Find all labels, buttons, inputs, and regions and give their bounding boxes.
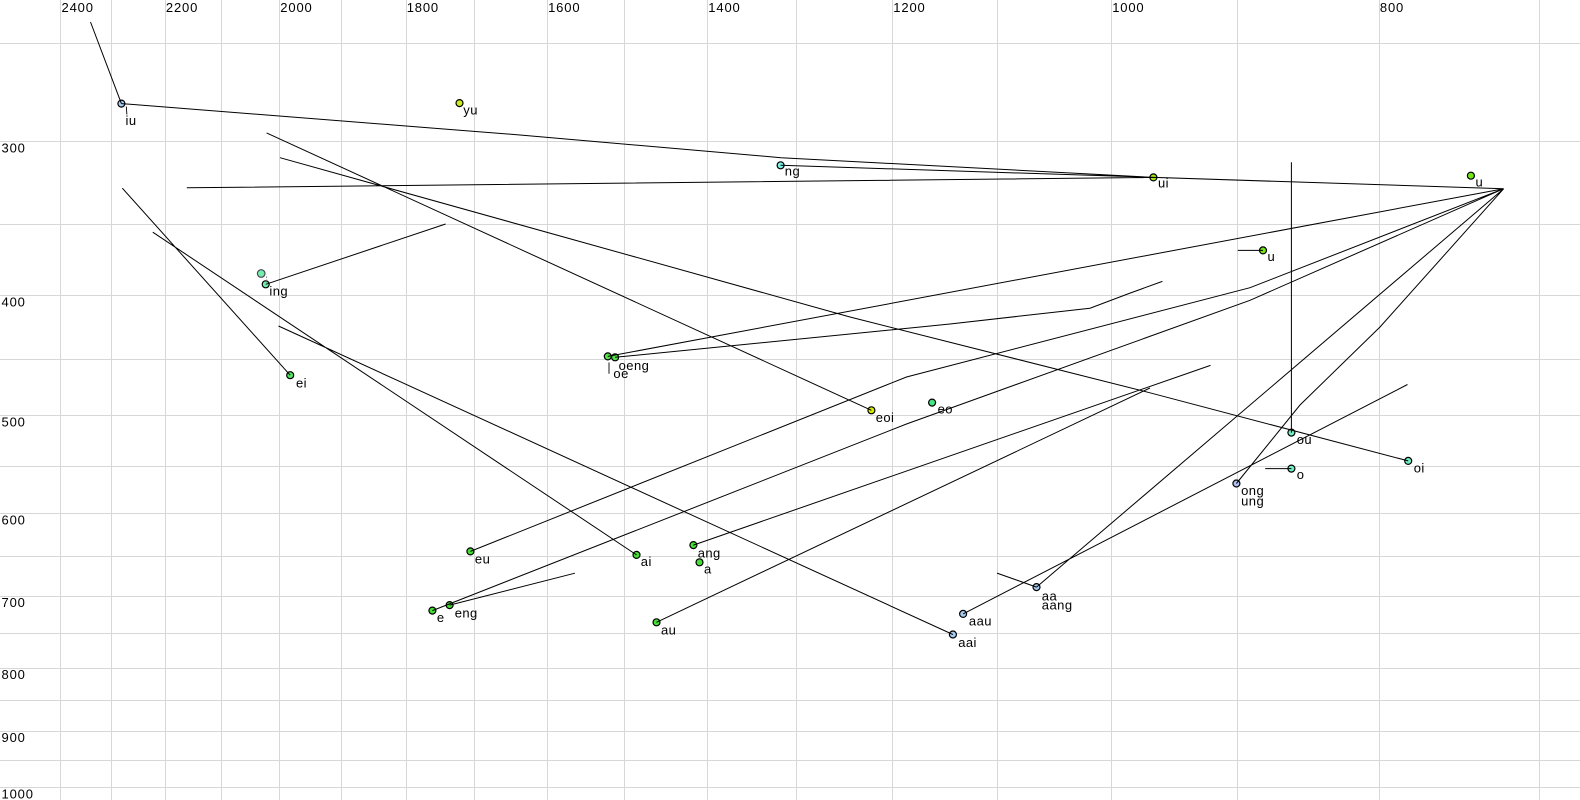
- svg-text:1000: 1000: [2, 787, 34, 800]
- svg-text:a: a: [704, 562, 712, 577]
- svg-text:600: 600: [2, 512, 26, 527]
- svg-text:900: 900: [2, 730, 26, 745]
- svg-text:800: 800: [1380, 0, 1404, 15]
- svg-text:1800: 1800: [407, 0, 439, 15]
- svg-text:ong: ong: [1241, 483, 1264, 498]
- svg-text:2400: 2400: [62, 0, 94, 15]
- svg-text:oeng: oeng: [619, 358, 650, 373]
- svg-text:au: au: [661, 622, 676, 637]
- svg-text:ui: ui: [1158, 175, 1169, 190]
- svg-text:eo: eo: [938, 402, 953, 417]
- svg-text:yu: yu: [463, 103, 478, 118]
- svg-text:aa: aa: [1042, 589, 1058, 604]
- svg-text:700: 700: [2, 595, 26, 610]
- svg-text:aai: aai: [958, 635, 977, 650]
- svg-text:400: 400: [2, 295, 26, 310]
- svg-text:u: u: [1268, 249, 1276, 264]
- svg-text:1000: 1000: [1112, 0, 1144, 15]
- svg-text:2000: 2000: [280, 0, 312, 15]
- svg-text:ng: ng: [785, 163, 800, 178]
- svg-text:o: o: [1297, 467, 1305, 482]
- svg-text:eoi: eoi: [876, 410, 895, 425]
- svg-text:800: 800: [2, 667, 26, 682]
- svg-text:1200: 1200: [893, 0, 925, 15]
- svg-text:ou: ou: [1297, 432, 1312, 447]
- svg-text:ang: ang: [698, 546, 721, 561]
- svg-text:1600: 1600: [548, 0, 580, 15]
- svg-text:eng: eng: [455, 606, 478, 621]
- svg-text:ai: ai: [641, 554, 652, 569]
- svg-text:u: u: [1476, 174, 1484, 189]
- svg-text:oi: oi: [1414, 460, 1425, 475]
- svg-text:ei: ei: [296, 376, 307, 391]
- svg-text:eu: eu: [475, 552, 490, 567]
- svg-text:iu: iu: [126, 113, 137, 128]
- svg-text:300: 300: [2, 140, 26, 155]
- svg-text:aau: aau: [969, 614, 992, 629]
- svg-text:oe: oe: [613, 366, 628, 381]
- svg-text:aang: aang: [1042, 598, 1073, 613]
- svg-text:ung: ung: [1241, 494, 1264, 509]
- svg-text:e: e: [437, 610, 445, 625]
- svg-text:500: 500: [2, 415, 26, 430]
- svg-text:ing: ing: [269, 284, 288, 299]
- svg-text:1400: 1400: [708, 0, 740, 15]
- svg-text:2200: 2200: [166, 0, 198, 15]
